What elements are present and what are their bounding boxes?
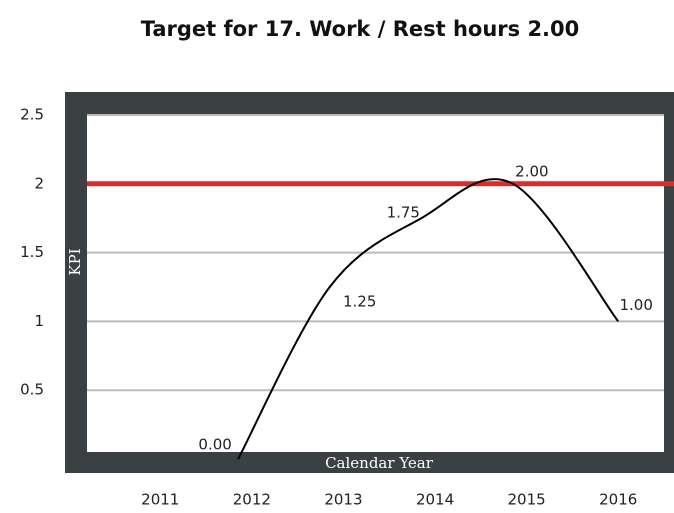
x-tick-label: 2014 <box>416 491 454 509</box>
data-label: 2.00 <box>515 162 548 180</box>
y-tick-label: 2 <box>34 174 44 192</box>
data-label: 1.25 <box>343 293 376 311</box>
y-tick-label: 1.5 <box>20 243 44 261</box>
x-tick-label: 2016 <box>599 491 637 509</box>
y-tick-label: 2.5 <box>20 106 44 124</box>
data-label: 1.00 <box>620 296 653 314</box>
line <box>237 178 620 460</box>
x-tick-label: 2015 <box>508 491 546 509</box>
x-tick-label: 2013 <box>324 491 362 509</box>
data-label: 0.00 <box>198 436 231 454</box>
x-tick-label: 2012 <box>233 491 271 509</box>
chart-title: Target for 17. Work / Rest hours 2.00 <box>141 17 580 41</box>
y-tick-label: 1 <box>34 312 44 330</box>
data-label: 1.75 <box>387 204 420 222</box>
x-tick-label: 2011 <box>141 491 179 509</box>
plot-area <box>87 114 664 452</box>
y-axis-label: KPI <box>66 248 84 275</box>
x-axis-label: Calendar Year <box>325 454 434 472</box>
y-tick-label: 0.5 <box>20 381 44 399</box>
